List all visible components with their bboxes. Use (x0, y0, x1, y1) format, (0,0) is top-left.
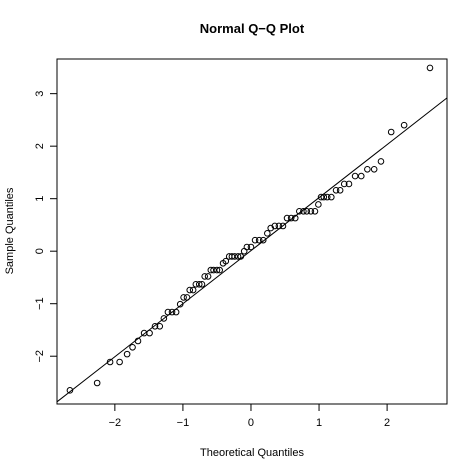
point (345, 180, 353, 188)
point (259, 236, 267, 244)
point (364, 165, 371, 173)
point (332, 186, 340, 194)
point (340, 180, 348, 188)
y-tick-label: 3 (34, 91, 46, 97)
point (151, 322, 159, 330)
point (207, 266, 215, 274)
point (317, 193, 325, 201)
point (251, 236, 259, 244)
x-tick-label: 2 (384, 417, 390, 429)
point (176, 300, 184, 308)
point (160, 315, 168, 322)
point (271, 222, 279, 230)
point (213, 266, 221, 274)
point (66, 387, 74, 394)
point (93, 379, 101, 387)
y-tick-label: 1 (34, 196, 46, 202)
point (172, 308, 180, 316)
point (116, 358, 123, 366)
point (351, 172, 359, 180)
point (296, 207, 303, 215)
y-tick-label: 0 (34, 248, 46, 254)
point (180, 294, 187, 301)
plot-frame (56, 58, 448, 405)
y-tick-label: 2 (34, 143, 46, 149)
x-tick-label: 1 (316, 417, 322, 429)
point (303, 207, 311, 215)
point (140, 329, 148, 337)
point (279, 222, 287, 230)
point (186, 286, 194, 294)
y-axis-label: Sample Quantiles (4, 187, 16, 274)
point (183, 294, 191, 301)
point (387, 128, 395, 136)
point (327, 193, 335, 201)
point (377, 158, 385, 165)
point (164, 308, 172, 316)
point (370, 165, 378, 173)
point (291, 214, 299, 222)
point (237, 253, 245, 260)
point (400, 121, 408, 129)
point (146, 329, 153, 337)
point (106, 358, 114, 366)
y-tick-label: −2 (34, 350, 46, 363)
y-tick-label: −1 (34, 297, 46, 310)
chart-title: Normal Q−Q Plot (200, 21, 305, 36)
point (357, 172, 365, 180)
point (247, 243, 255, 251)
point (195, 280, 203, 288)
x-axis-label: Theoretical Quantiles (200, 447, 304, 459)
x-tick-label: −2 (109, 417, 122, 429)
point (222, 257, 230, 265)
point (315, 201, 322, 208)
point (189, 286, 197, 294)
point (287, 214, 295, 222)
point (156, 322, 164, 330)
x-tick-label: −1 (177, 417, 190, 429)
point (234, 253, 242, 260)
point (336, 186, 344, 194)
point (123, 350, 131, 358)
point (210, 266, 217, 274)
point (320, 193, 328, 201)
point (323, 193, 331, 201)
point (255, 236, 263, 244)
point (216, 266, 223, 274)
point (129, 343, 136, 351)
point (201, 273, 208, 280)
point (168, 308, 176, 316)
point (243, 243, 251, 251)
point (275, 222, 283, 230)
point (228, 253, 236, 260)
point (311, 207, 319, 215)
point (307, 207, 315, 215)
point (300, 207, 307, 215)
point (231, 253, 238, 260)
point (283, 214, 291, 222)
point (192, 280, 200, 288)
point (198, 280, 206, 288)
point (426, 64, 434, 72)
point (204, 273, 212, 280)
point (264, 230, 271, 237)
x-tick-label: 0 (248, 417, 254, 429)
point (134, 337, 142, 345)
